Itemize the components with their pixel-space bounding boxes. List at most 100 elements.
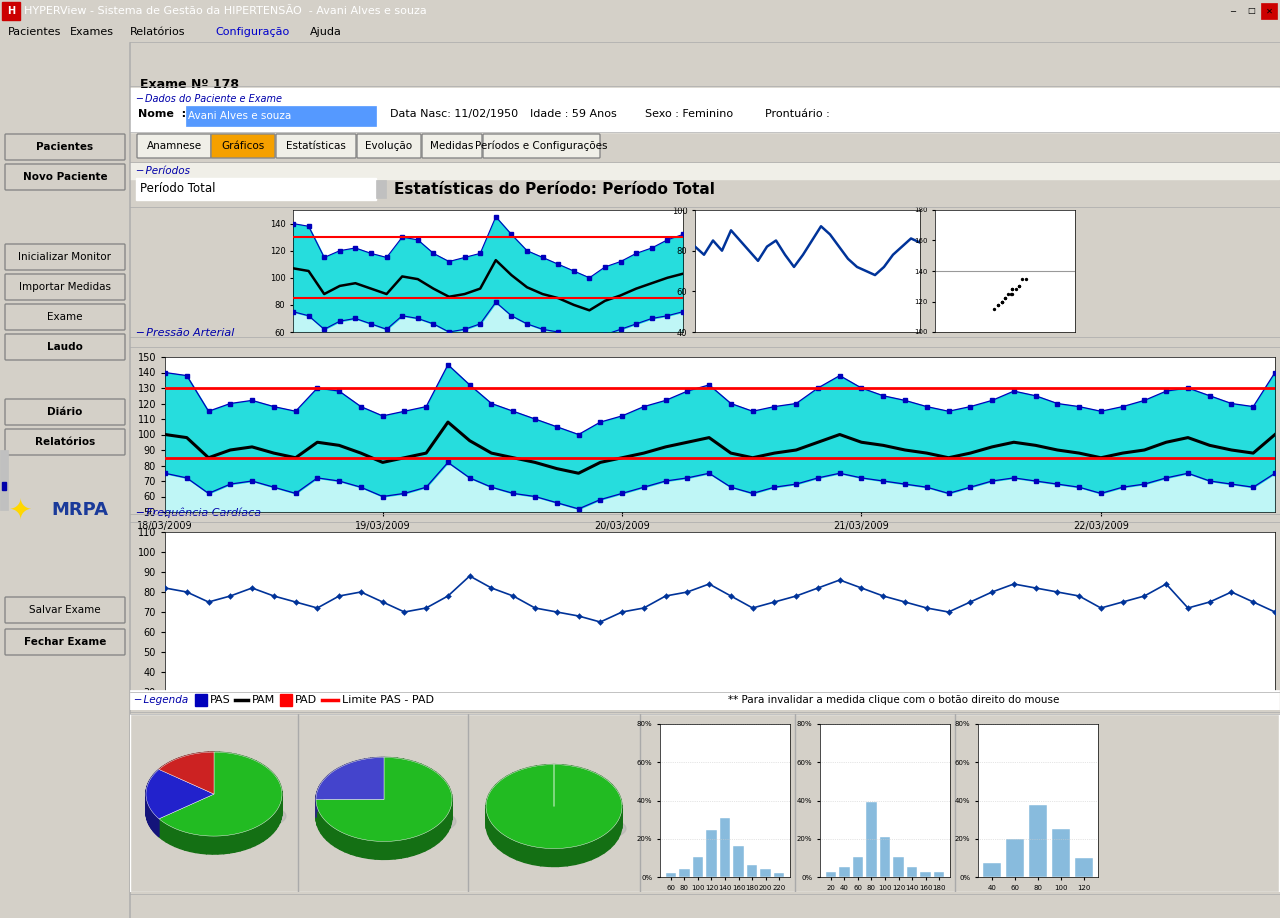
Text: Anamnese: Anamnese bbox=[146, 141, 201, 151]
Polygon shape bbox=[250, 828, 255, 847]
Polygon shape bbox=[443, 778, 447, 800]
FancyBboxPatch shape bbox=[5, 399, 125, 425]
Polygon shape bbox=[230, 754, 237, 772]
Bar bbox=[1006, 839, 1024, 877]
Text: HYPERView - Sistema de Gestão da HIPERTENSÃO  - Avani Alves e souza: HYPERView - Sistema de Gestão da HIPERTE… bbox=[24, 6, 426, 16]
Text: ─ Frequência Cardíaca: ─ Frequência Cardíaca bbox=[136, 508, 261, 519]
Polygon shape bbox=[435, 772, 440, 793]
Text: H: H bbox=[6, 6, 15, 16]
Polygon shape bbox=[595, 773, 602, 794]
Polygon shape bbox=[384, 757, 390, 776]
Polygon shape bbox=[224, 835, 229, 854]
Bar bbox=[1261, 3, 1277, 19]
Polygon shape bbox=[334, 770, 335, 789]
Polygon shape bbox=[317, 808, 319, 829]
Polygon shape bbox=[180, 831, 184, 850]
Polygon shape bbox=[420, 834, 425, 854]
Polygon shape bbox=[362, 759, 365, 778]
Polygon shape bbox=[367, 758, 369, 777]
Ellipse shape bbox=[150, 800, 285, 833]
Polygon shape bbox=[278, 805, 279, 826]
Point bbox=[1001, 286, 1021, 301]
Polygon shape bbox=[352, 762, 355, 780]
Polygon shape bbox=[494, 826, 498, 848]
Bar bbox=[3, 2, 20, 20]
Polygon shape bbox=[365, 759, 367, 778]
Polygon shape bbox=[588, 770, 595, 791]
Polygon shape bbox=[340, 767, 342, 786]
Text: Pacientes: Pacientes bbox=[8, 27, 61, 37]
Polygon shape bbox=[394, 840, 401, 859]
Text: Relatórios: Relatórios bbox=[131, 27, 186, 37]
Bar bbox=[840, 867, 850, 877]
Polygon shape bbox=[184, 832, 191, 851]
Polygon shape bbox=[255, 825, 259, 845]
Polygon shape bbox=[335, 829, 340, 849]
Text: Sexo : Feminino: Sexo : Feminino bbox=[645, 109, 733, 119]
Polygon shape bbox=[244, 830, 250, 849]
FancyBboxPatch shape bbox=[276, 134, 356, 158]
Polygon shape bbox=[571, 766, 580, 786]
Polygon shape bbox=[351, 762, 352, 781]
Polygon shape bbox=[532, 846, 541, 866]
Polygon shape bbox=[270, 814, 273, 835]
Polygon shape bbox=[381, 842, 388, 859]
Polygon shape bbox=[614, 821, 618, 844]
FancyBboxPatch shape bbox=[5, 597, 125, 623]
Text: Limite PAS - PAD: Limite PAS - PAD bbox=[342, 695, 434, 705]
Point bbox=[1016, 272, 1037, 286]
Text: Prontuário :: Prontuário : bbox=[765, 109, 829, 119]
Polygon shape bbox=[220, 752, 225, 771]
Text: Salvar Exame: Salvar Exame bbox=[29, 605, 101, 615]
Polygon shape bbox=[146, 769, 214, 819]
Text: Nome  :: Nome : bbox=[138, 109, 186, 119]
Polygon shape bbox=[536, 765, 545, 784]
Polygon shape bbox=[268, 818, 270, 838]
Polygon shape bbox=[529, 766, 536, 786]
Polygon shape bbox=[346, 834, 351, 854]
Polygon shape bbox=[488, 816, 490, 839]
Polygon shape bbox=[247, 757, 251, 777]
Text: ** Para invalidar a medida clique com o botão direito do mouse: ** Para invalidar a medida clique com o … bbox=[728, 695, 1060, 705]
Polygon shape bbox=[206, 836, 212, 854]
Polygon shape bbox=[375, 841, 381, 859]
Polygon shape bbox=[500, 777, 507, 799]
Polygon shape bbox=[413, 835, 420, 856]
Polygon shape bbox=[356, 838, 362, 857]
Polygon shape bbox=[549, 848, 558, 867]
Bar bbox=[666, 873, 676, 877]
Polygon shape bbox=[545, 765, 554, 783]
Polygon shape bbox=[361, 759, 362, 778]
Bar bbox=[893, 856, 904, 877]
FancyBboxPatch shape bbox=[5, 274, 125, 300]
Text: Pacientes: Pacientes bbox=[36, 142, 93, 152]
Point bbox=[988, 297, 1009, 312]
Polygon shape bbox=[541, 848, 549, 867]
Text: Exames: Exames bbox=[70, 27, 114, 37]
Bar bbox=[280, 694, 292, 706]
Polygon shape bbox=[407, 837, 413, 856]
Text: Gráficos: Gráficos bbox=[221, 141, 265, 151]
Polygon shape bbox=[340, 832, 346, 852]
Polygon shape bbox=[338, 767, 340, 787]
Point bbox=[995, 291, 1015, 306]
Text: Estatísticas do Período: Período Total: Estatísticas do Período: Período Total bbox=[394, 182, 714, 196]
Polygon shape bbox=[237, 755, 242, 774]
Polygon shape bbox=[316, 757, 452, 842]
Polygon shape bbox=[445, 814, 448, 835]
Polygon shape bbox=[390, 757, 397, 777]
Text: Períodos e Configurações: Períodos e Configurações bbox=[475, 140, 608, 151]
Polygon shape bbox=[448, 786, 451, 808]
Bar bbox=[774, 873, 785, 877]
Polygon shape bbox=[426, 767, 431, 788]
Bar bbox=[826, 872, 836, 877]
Point bbox=[992, 294, 1012, 308]
Polygon shape bbox=[191, 834, 196, 853]
Polygon shape bbox=[521, 767, 529, 788]
Polygon shape bbox=[580, 767, 588, 788]
Polygon shape bbox=[212, 836, 218, 854]
Polygon shape bbox=[380, 757, 381, 776]
Text: PAS: PAS bbox=[210, 695, 230, 705]
Polygon shape bbox=[204, 753, 205, 770]
Bar bbox=[3, 482, 6, 490]
